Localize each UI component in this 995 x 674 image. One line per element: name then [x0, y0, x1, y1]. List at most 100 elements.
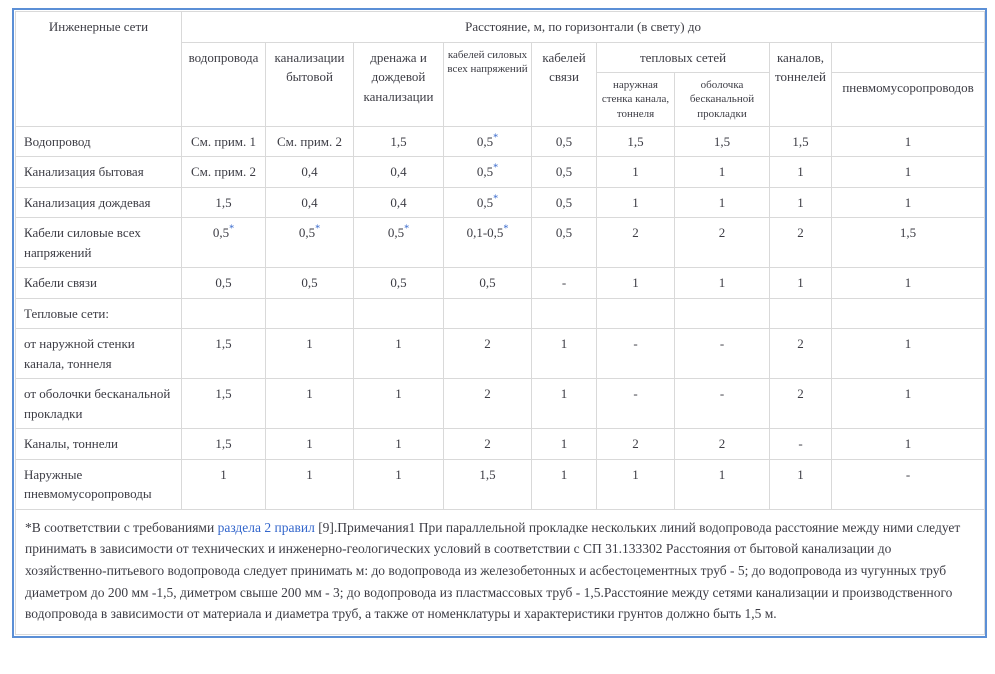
header-col-sewage: канализации бытовой [265, 41, 354, 127]
cell-value: 1 [596, 267, 675, 299]
cell-value: - [596, 378, 675, 430]
table-row: от оболочки бесканальной прокладки 1,5 1 1 2… [15, 378, 986, 430]
footnote-asterisk-link[interactable]: * [404, 224, 410, 236]
cell-value: 1 [596, 458, 675, 510]
cell-value: 1 [353, 458, 444, 510]
footnote-row: *В соответствии с требованиями раздела 2… [14, 508, 986, 635]
cell-value: 1 [596, 186, 675, 219]
cell-value: 1,5 [181, 328, 266, 380]
cell-value: См. прим. 2 [181, 156, 266, 188]
header-empty-cell [830, 41, 986, 73]
cell-value: 0,5 [531, 217, 597, 269]
cell-value: 1 [531, 328, 597, 380]
cell-value [830, 297, 986, 330]
cell-value: 1 [830, 328, 986, 380]
table-row: Наружные пневмомусоропроводы 1 1 1 1,5 1 1 1 1- [15, 458, 986, 510]
header-row-2: водопровода канализации бытовой дренажа … [16, 41, 986, 127]
cell-value: 1 [830, 428, 986, 460]
cell-value: 1,5 [596, 125, 675, 158]
table-footer: *В соответствии с требованиями раздела 2… [14, 508, 986, 635]
cell-value: 0,4 [353, 156, 444, 188]
cell-value: 1 [830, 156, 986, 188]
cell-value: 2 [769, 217, 832, 269]
cell-value [596, 297, 675, 330]
footnote-asterisk-link[interactable]: * [493, 163, 499, 175]
row-label: Кабели связи [15, 267, 182, 299]
cell-value: 1 [830, 378, 986, 430]
footnote-asterisk-link[interactable]: * [493, 193, 499, 205]
cell-value: 0,5 [531, 125, 597, 158]
cell-value: 2 [443, 328, 532, 380]
cell-value: - [674, 378, 770, 430]
table-row: от наружной стенки канала, тоннеля 1,5 1 1 2… [15, 328, 986, 380]
row-label: Тепловые сети: [15, 297, 182, 330]
cell-value: 1 [265, 458, 354, 510]
footnote-asterisk-link[interactable]: * [229, 224, 235, 236]
row-label: Канализация дождевая [15, 186, 182, 219]
table-row: Канализация дождевая 1,5 0,4 0,4 0,5* 0,5 1 1 1 1 [15, 186, 986, 219]
section-2-rules-link[interactable]: раздела 2 правил [217, 519, 315, 535]
cell-value: 1 [830, 267, 986, 299]
cell-value: 1 [674, 186, 770, 219]
cell-value: 0,4 [265, 156, 354, 188]
table-header: Инженерные сети Расстояние, м, по горизо… [15, 11, 986, 127]
cell-value: 2 [443, 428, 532, 460]
cell-value: 1,5 [674, 125, 770, 158]
header-col-power-cables: кабелей силовых всех напряжений [443, 41, 532, 127]
footnote-asterisk-link[interactable]: * [493, 132, 499, 144]
header-col-drainage: дренажа и дождевой канализации [353, 41, 444, 127]
footnote-asterisk-link[interactable]: * [503, 224, 509, 236]
cell-value: 2 [596, 428, 675, 460]
cell-value: 1 [674, 267, 770, 299]
cell-value: 1 [181, 458, 266, 510]
cell-value [769, 297, 832, 330]
cell-value: 0,5 [353, 267, 444, 299]
cell-value: 1 [353, 428, 444, 460]
cell-value: 1,5 [181, 428, 266, 460]
header-distance-title: Расстояние, м, по горизонтали (в свету) … [180, 11, 986, 43]
cell-value: 1,5 [353, 125, 444, 158]
row-label: Наружные пневмомусоропроводы [15, 458, 182, 510]
footnote-suffix: [9].Примечания1 При параллельной проклад… [25, 519, 961, 622]
footnote-asterisk-link[interactable]: * [315, 224, 321, 236]
cell-value: 2 [674, 217, 770, 269]
cell-value: 1 [265, 378, 354, 430]
cell-value: - [674, 328, 770, 380]
table-row: Тепловые сети: [15, 297, 986, 330]
cell-value: 1 [531, 428, 597, 460]
table-row: Канализация бытовая См. прим. 2 0,4 0,4 0,5*… [15, 156, 986, 188]
row-label: от наружной стенки канала, тоннеля [15, 328, 182, 380]
cell-value: 0,5* [443, 156, 532, 188]
cell-value: 1 [596, 156, 675, 188]
cell-value: 0,5* [443, 125, 532, 158]
cell-value: 1 [769, 186, 832, 219]
cell-value: 1,5 [830, 217, 986, 269]
cell-value: 2 [674, 428, 770, 460]
header-col-heat-networks: тепловых сетей [596, 41, 770, 73]
cell-value: 0,5 [531, 186, 597, 219]
header-col-water: водопровода [181, 41, 266, 127]
cell-value: 0,5 [265, 267, 354, 299]
cell-value: 1 [531, 378, 597, 430]
footnote-prefix: *В соответствии с требованиями [25, 519, 218, 535]
cell-value: 1 [769, 156, 832, 188]
cell-value: 1 [353, 378, 444, 430]
cell-value: См. прим. 2 [265, 125, 354, 158]
cell-value: 1 [265, 328, 354, 380]
footnote: *В соответствии с требованиями раздела 2… [14, 508, 986, 635]
cell-value [265, 297, 354, 330]
cell-value: 0,5 [181, 267, 266, 299]
cell-value: 1 [830, 125, 986, 158]
cell-value: - [830, 458, 986, 510]
cell-value: 0,5 [531, 156, 597, 188]
table-row: Кабели силовые всех напряжений 0,5* 0,5* 0,… [15, 217, 986, 269]
row-label: Каналы, тоннели [15, 428, 182, 460]
cell-value: - [596, 328, 675, 380]
row-label: Кабели силовые всех напряжений [15, 217, 182, 269]
cell-value: 1 [265, 428, 354, 460]
header-col-heat-outer-wall: наружная стенка канала, тоннеля [596, 72, 675, 127]
cell-value: 1 [674, 156, 770, 188]
cell-value: 1,5 [443, 458, 532, 510]
row-label: от оболочки бесканальной прокладки [15, 378, 182, 430]
header-col-heat-ductless: оболочка бесканальной прокладки [674, 72, 770, 127]
